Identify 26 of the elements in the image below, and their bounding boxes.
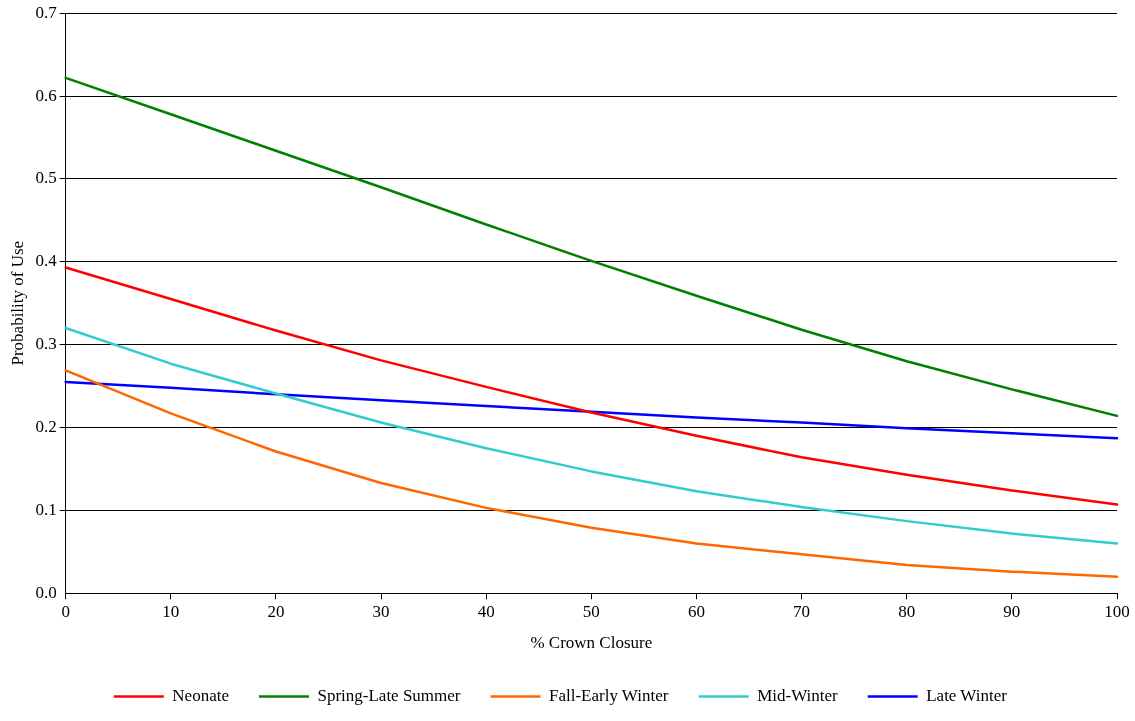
y-tick-label: 0.2 (35, 416, 57, 436)
y-tick-label: 0.1 (35, 499, 57, 519)
y-tick-label: 0.6 (35, 85, 57, 105)
x-axis-title: % Crown Closure (530, 633, 653, 653)
x-tick-label: 0 (61, 601, 70, 621)
y-tick-label: 0.0 (35, 582, 57, 602)
x-tick-label: 40 (477, 601, 495, 621)
x-tick-label: 60 (687, 601, 705, 621)
y-axis-title: Probability of Use (7, 240, 27, 366)
legend-label: Neonate (172, 685, 229, 705)
legend-label: Spring-Late Summer (317, 685, 461, 705)
legend-label: Mid-Winter (757, 685, 839, 705)
x-tick-label: 90 (1003, 601, 1021, 621)
legend-label: Late Winter (926, 685, 1008, 705)
y-tick-label: 0.4 (35, 251, 58, 271)
x-tick-label: 70 (793, 601, 811, 621)
y-tick-label: 0.5 (35, 168, 57, 188)
x-tick-label: 30 (372, 601, 390, 621)
x-tick-label: 50 (582, 601, 600, 621)
x-tick-label: 10 (162, 601, 180, 621)
x-tick-label: 20 (267, 601, 285, 621)
y-tick-label: 0.7 (35, 2, 58, 22)
x-tick-label: 80 (898, 601, 916, 621)
x-tick-label: 100 (1104, 601, 1130, 621)
y-tick-label: 0.3 (35, 334, 57, 354)
legend-label: Fall-Early Winter (549, 685, 669, 705)
